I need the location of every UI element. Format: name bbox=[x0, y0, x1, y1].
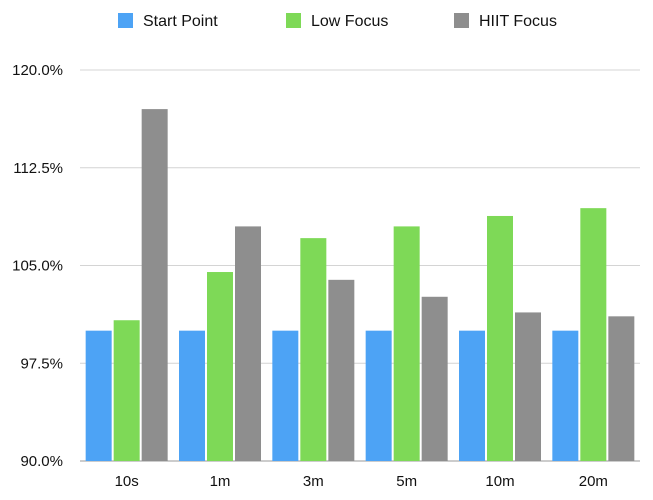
bar-start-point-10m bbox=[459, 330, 485, 461]
x-tick-label-2: 1m bbox=[210, 473, 231, 490]
y-tick-label-2: 97.5% bbox=[20, 355, 63, 372]
bar-low-focus-1m bbox=[207, 272, 233, 461]
bar-hiit-focus-5m bbox=[421, 296, 448, 461]
bar-low-focus-10s bbox=[113, 320, 140, 461]
y-tick-label-4: 112.5% bbox=[13, 160, 63, 177]
grid-lines bbox=[80, 69, 640, 462]
legend: Start Point Low Focus HIIT Focus bbox=[118, 13, 557, 30]
y-axis-ticks: 90.0% 97.5% 105.0% 112.5% 120.0% bbox=[12, 62, 63, 470]
y-tick-label-3: 105.0% bbox=[12, 258, 63, 275]
bar-hiit-focus-3m bbox=[328, 279, 355, 461]
bar-low-focus-10m bbox=[487, 215, 513, 461]
bar-low-focus-5m bbox=[393, 226, 420, 461]
x-axis-labels: 10s 1m 3m 5m 10m 20m bbox=[115, 473, 608, 490]
bar-hiit-focus-1m bbox=[235, 226, 261, 461]
bar-start-point-1m bbox=[179, 330, 205, 461]
bar-start-point-5m bbox=[365, 330, 392, 461]
x-tick-label-4: 5m bbox=[396, 473, 417, 490]
x-tick-label-6: 20m bbox=[579, 473, 608, 490]
legend-swatch-2 bbox=[286, 13, 301, 28]
x-tick-label-5: 10m bbox=[485, 473, 514, 490]
bar-start-point-10s bbox=[85, 330, 112, 461]
x-tick-label-3: 3m bbox=[303, 473, 324, 490]
bar-hiit-focus-20m bbox=[608, 316, 635, 461]
bars bbox=[85, 109, 635, 461]
legend-swatch-3 bbox=[454, 13, 469, 28]
bar-start-point-3m bbox=[272, 330, 299, 461]
bar-hiit-focus-10m bbox=[515, 312, 541, 461]
bar-low-focus-20m bbox=[580, 208, 607, 461]
bar-low-focus-3m bbox=[300, 238, 327, 461]
x-tick-label-1: 10s bbox=[115, 473, 139, 490]
y-tick-label-1: 90.0% bbox=[20, 453, 63, 470]
legend-label-1: Start Point bbox=[143, 13, 218, 30]
bar-hiit-focus-10s bbox=[141, 109, 168, 461]
y-tick-label-5: 120.0% bbox=[12, 62, 63, 79]
bar-start-point-20m bbox=[552, 330, 579, 461]
legend-label-3: HIIT Focus bbox=[479, 13, 557, 30]
legend-swatch-1 bbox=[118, 13, 133, 28]
legend-label-2: Low Focus bbox=[311, 13, 388, 30]
